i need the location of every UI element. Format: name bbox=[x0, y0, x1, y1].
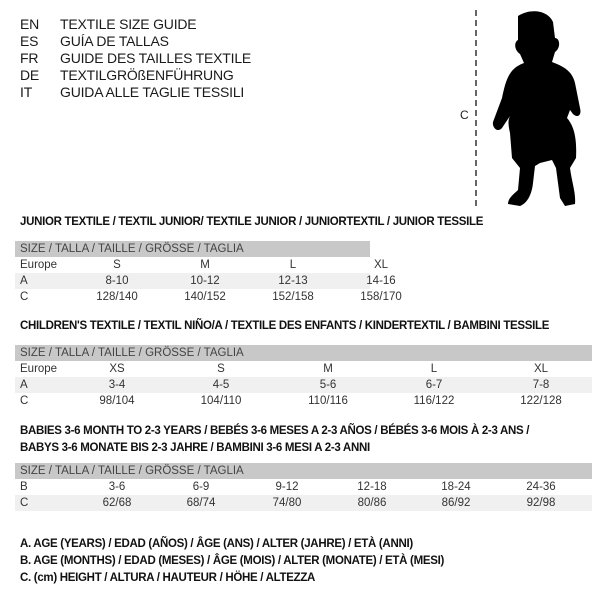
lang-title: TEXTILGRÖßENFÜHRUNG bbox=[60, 67, 234, 83]
table-cell: 116/122 bbox=[413, 395, 455, 407]
table-cell: XL bbox=[533, 363, 549, 375]
table-cell: 3-4 bbox=[108, 379, 126, 391]
table-cell: 6-9 bbox=[192, 481, 210, 493]
legend-b: B. AGE (MONTHS) / EDAD (MESES) / ÂGE (MO… bbox=[20, 555, 445, 567]
table-cell: 98/104 bbox=[99, 395, 135, 407]
table-cell: L bbox=[289, 259, 297, 271]
children-size-table: SIZE / TALLA / TAILLE / GRÖSSE / TAGLIA … bbox=[15, 345, 592, 409]
table-cell: 14-16 bbox=[366, 275, 396, 287]
table-cell: 122/128 bbox=[520, 395, 562, 407]
table-cell: 9-12 bbox=[275, 481, 299, 493]
table-cell: 104/110 bbox=[200, 395, 242, 407]
table-cell: 8-10 bbox=[105, 275, 129, 287]
table-cell: 128/140 bbox=[96, 291, 138, 303]
header-label: SIZE / TALLA / TAILLE / GRÖSSE / TAGLIA bbox=[20, 465, 244, 477]
lang-title: GUÍA DE TALLAS bbox=[60, 33, 169, 49]
table-cell: M bbox=[200, 259, 210, 271]
legend-a: A. AGE (YEARS) / EDAD (AÑOS) / ÂGE (ANS)… bbox=[20, 538, 413, 550]
table-cell: 92/98 bbox=[526, 497, 556, 509]
lang-code: EN bbox=[20, 16, 40, 32]
babies-section-title-line1: BABIES 3-6 MONTH TO 2-3 YEARS / BEBÉS 3-… bbox=[20, 425, 530, 437]
table-cell: 80/86 bbox=[357, 497, 387, 509]
row-label: B bbox=[20, 481, 28, 493]
row-label: C bbox=[20, 395, 29, 407]
table-header: SIZE / TALLA / TAILLE / GRÖSSE / TAGLIA bbox=[15, 345, 592, 361]
row-label: A bbox=[20, 379, 28, 391]
table-cell: S bbox=[217, 363, 225, 375]
table-cell: M bbox=[323, 363, 333, 375]
lang-line-fr: FR GUIDE DES TAILLES TEXTILE bbox=[20, 50, 251, 66]
table-cell: 12-18 bbox=[357, 481, 387, 493]
table-row-c: C 98/104 104/110 110/116 116/122 122/128 bbox=[15, 393, 592, 409]
table-cell: 68/74 bbox=[186, 497, 216, 509]
lang-line-it: IT GUIDA ALLE TAGLIE TESSILI bbox=[20, 84, 244, 100]
table-cell: L bbox=[430, 363, 438, 375]
junior-section-title: JUNIOR TEXTILE / TEXTIL JUNIOR/ TEXTILE … bbox=[20, 216, 484, 228]
lang-title: GUIDE DES TAILLES TEXTILE bbox=[60, 50, 252, 66]
table-cell: 74/80 bbox=[272, 497, 302, 509]
row-label: C bbox=[20, 291, 29, 303]
table-row-a: A 8-10 10-12 12-13 14-16 bbox=[15, 273, 396, 289]
lang-code: IT bbox=[20, 84, 33, 100]
table-cell: 18-24 bbox=[441, 481, 471, 493]
table-row-europe: Europe S M L XL bbox=[15, 257, 388, 273]
babies-size-table: SIZE / TALLA / TAILLE / GRÖSSE / TAGLIA … bbox=[15, 463, 592, 511]
babies-section-title-line2: BABYS 3-6 MONATE BIS 2-3 JAHRE / BAMBINI… bbox=[20, 442, 370, 454]
lang-code: ES bbox=[20, 33, 39, 49]
height-measure-label: C bbox=[460, 108, 469, 122]
row-label: Europe bbox=[20, 259, 58, 271]
row-label: Europe bbox=[20, 363, 58, 375]
height-measure-line bbox=[475, 10, 477, 206]
table-cell: 6-7 bbox=[425, 379, 443, 391]
table-row-b: B 3-6 6-9 9-12 12-18 18-24 24-36 bbox=[15, 479, 592, 495]
header-label: SIZE / TALLA / TAILLE / GRÖSSE / TAGLIA bbox=[20, 243, 244, 255]
row-label: C bbox=[20, 497, 29, 509]
legend-c: C. (cm) HEIGHT / ALTURA / HAUTEUR / HÖHE… bbox=[20, 572, 316, 584]
table-row-c: C 62/68 68/74 74/80 80/86 86/92 92/98 bbox=[15, 495, 592, 511]
table-cell: 24-36 bbox=[526, 481, 556, 493]
table-row-a: A 3-4 4-5 5-6 6-7 7-8 bbox=[15, 377, 592, 393]
header-label: SIZE / TALLA / TAILLE / GRÖSSE / TAGLIA bbox=[20, 347, 244, 359]
table-cell: 152/158 bbox=[272, 291, 314, 303]
table-cell: 4-5 bbox=[212, 379, 230, 391]
table-row-europe: Europe XS S M L XL bbox=[15, 361, 592, 377]
lang-title: GUIDA ALLE TAGLIE TESSILI bbox=[60, 84, 245, 100]
table-cell: 3-6 bbox=[108, 481, 126, 493]
junior-size-table: SIZE / TALLA / TAILLE / GRÖSSE / TAGLIA … bbox=[15, 241, 402, 305]
table-cell: 62/68 bbox=[102, 497, 132, 509]
table-cell: 86/92 bbox=[441, 497, 471, 509]
table-row-c: C 128/140 140/152 152/158 158/170 bbox=[15, 289, 402, 305]
lang-line-es: ES GUÍA DE TALLAS bbox=[20, 33, 169, 49]
children-section-title: CHILDREN'S TEXTILE / TEXTIL NIÑO/A / TEX… bbox=[20, 320, 550, 332]
lang-title: TEXTILE SIZE GUIDE bbox=[60, 16, 197, 32]
table-cell: 12-13 bbox=[278, 275, 308, 287]
table-cell: XS bbox=[109, 363, 125, 375]
table-cell: XL bbox=[373, 259, 389, 271]
table-cell: 140/152 bbox=[184, 291, 226, 303]
lang-code: DE bbox=[20, 67, 40, 83]
lang-line-de: DE TEXTILGRÖßENFÜHRUNG bbox=[20, 67, 234, 83]
lang-code: FR bbox=[20, 50, 39, 66]
baby-silhouette-icon bbox=[492, 11, 581, 207]
table-cell: 110/116 bbox=[308, 395, 348, 407]
table-header: SIZE / TALLA / TAILLE / GRÖSSE / TAGLIA bbox=[15, 241, 370, 257]
table-cell: S bbox=[113, 259, 121, 271]
lang-line-en: EN TEXTILE SIZE GUIDE bbox=[20, 16, 197, 32]
table-cell: 7-8 bbox=[532, 379, 550, 391]
table-header: SIZE / TALLA / TAILLE / GRÖSSE / TAGLIA bbox=[15, 463, 592, 479]
table-cell: 10-12 bbox=[190, 275, 220, 287]
row-label: A bbox=[20, 275, 28, 287]
table-cell: 158/170 bbox=[360, 291, 402, 303]
table-cell: 5-6 bbox=[319, 379, 337, 391]
